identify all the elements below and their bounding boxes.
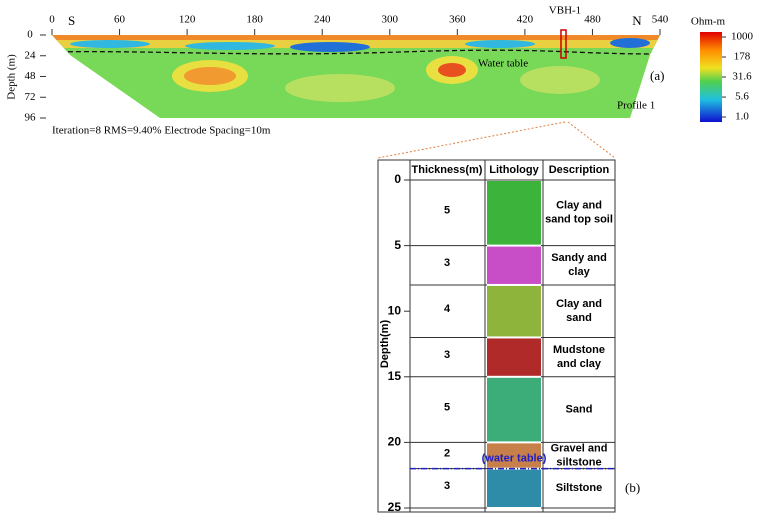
north-label: N xyxy=(632,13,642,28)
colorbar xyxy=(700,32,722,122)
depth-label: Depth (m) xyxy=(6,54,18,100)
thickness: 3 xyxy=(444,480,450,492)
x-tick-label: 300 xyxy=(382,14,399,26)
colorbar-label: 178 xyxy=(734,51,751,63)
depth-tick-label: 0 xyxy=(394,172,401,186)
y-tick-label: 72 xyxy=(25,91,36,103)
description: Gravel and xyxy=(551,442,608,454)
thickness: 4 xyxy=(444,303,451,315)
header: Thickness(m) xyxy=(412,164,483,176)
description: Sandy and xyxy=(551,252,607,264)
depth-tick-label: 25 xyxy=(388,500,402,514)
profile-label: Profile 1 xyxy=(617,100,655,112)
colorbar-label: 5.6 xyxy=(735,91,749,103)
y-tick-label: 96 xyxy=(25,112,37,124)
y-tick-label: 24 xyxy=(25,49,37,61)
link-line xyxy=(377,121,566,159)
lithology-layer xyxy=(487,181,541,245)
borehole-label: VBH-1 xyxy=(549,5,581,17)
description: sand xyxy=(566,312,592,324)
south-label: S xyxy=(68,13,75,28)
x-tick-label: 180 xyxy=(246,14,263,26)
thickness: 3 xyxy=(444,257,450,269)
description: Clay and xyxy=(556,298,602,310)
y-tick-label: 0 xyxy=(27,29,33,41)
lithology-layer xyxy=(487,469,541,507)
panel-label: (b) xyxy=(625,480,640,495)
thickness: 5 xyxy=(444,205,450,217)
x-tick-label: 420 xyxy=(517,14,534,26)
depth-tick-label: 20 xyxy=(388,435,402,449)
depth-tick-label: 10 xyxy=(388,303,402,317)
water-table-label: (water table) xyxy=(482,453,547,465)
header: Description xyxy=(549,164,610,176)
thickness: 3 xyxy=(444,349,450,361)
header: Lithology xyxy=(489,164,539,176)
description: Clay and xyxy=(556,200,602,212)
thickness: 2 xyxy=(444,447,450,459)
x-tick-label: 120 xyxy=(179,14,196,26)
colorbar-unit: Ohm-m xyxy=(691,16,726,28)
x-tick-label: 0 xyxy=(49,14,55,26)
resistivity-section xyxy=(52,35,660,118)
borehole xyxy=(560,29,567,59)
x-tick-label: 240 xyxy=(314,14,331,26)
description: Sand xyxy=(566,404,593,416)
lithology-layer xyxy=(487,285,541,337)
colorbar-label: 1.0 xyxy=(735,111,749,123)
lithology-layer xyxy=(487,377,541,442)
description: siltstone xyxy=(556,456,601,468)
x-tick-label: 480 xyxy=(584,14,601,26)
depth-tick-label: 5 xyxy=(394,238,401,252)
colorbar-label: 1000 xyxy=(731,31,754,43)
caption: Iteration=8 RMS=9.40% Electrode Spacing=… xyxy=(52,125,271,137)
thickness: 5 xyxy=(444,402,450,414)
y-tick-label: 48 xyxy=(25,70,37,82)
lithology-layer xyxy=(487,246,541,284)
log-depth-label: Depth(m) xyxy=(379,320,391,369)
depth-tick-label: 15 xyxy=(388,369,402,383)
description: Siltstone xyxy=(556,482,602,494)
colorbar-label: 31.6 xyxy=(732,71,752,83)
water-table-label: Water table xyxy=(478,58,528,70)
log-frame xyxy=(377,159,616,513)
description: sand top soil xyxy=(545,214,613,226)
link-line xyxy=(567,121,616,159)
x-tick-label: 540 xyxy=(652,14,669,26)
lithology-layer xyxy=(487,443,541,468)
x-tick-label: 60 xyxy=(114,14,126,26)
description: clay xyxy=(568,266,590,278)
lithology-layer xyxy=(487,338,541,376)
panel-label: (a) xyxy=(650,68,664,83)
x-tick-label: 360 xyxy=(449,14,466,26)
description: and clay xyxy=(557,358,602,370)
description: Mudstone xyxy=(553,344,605,356)
